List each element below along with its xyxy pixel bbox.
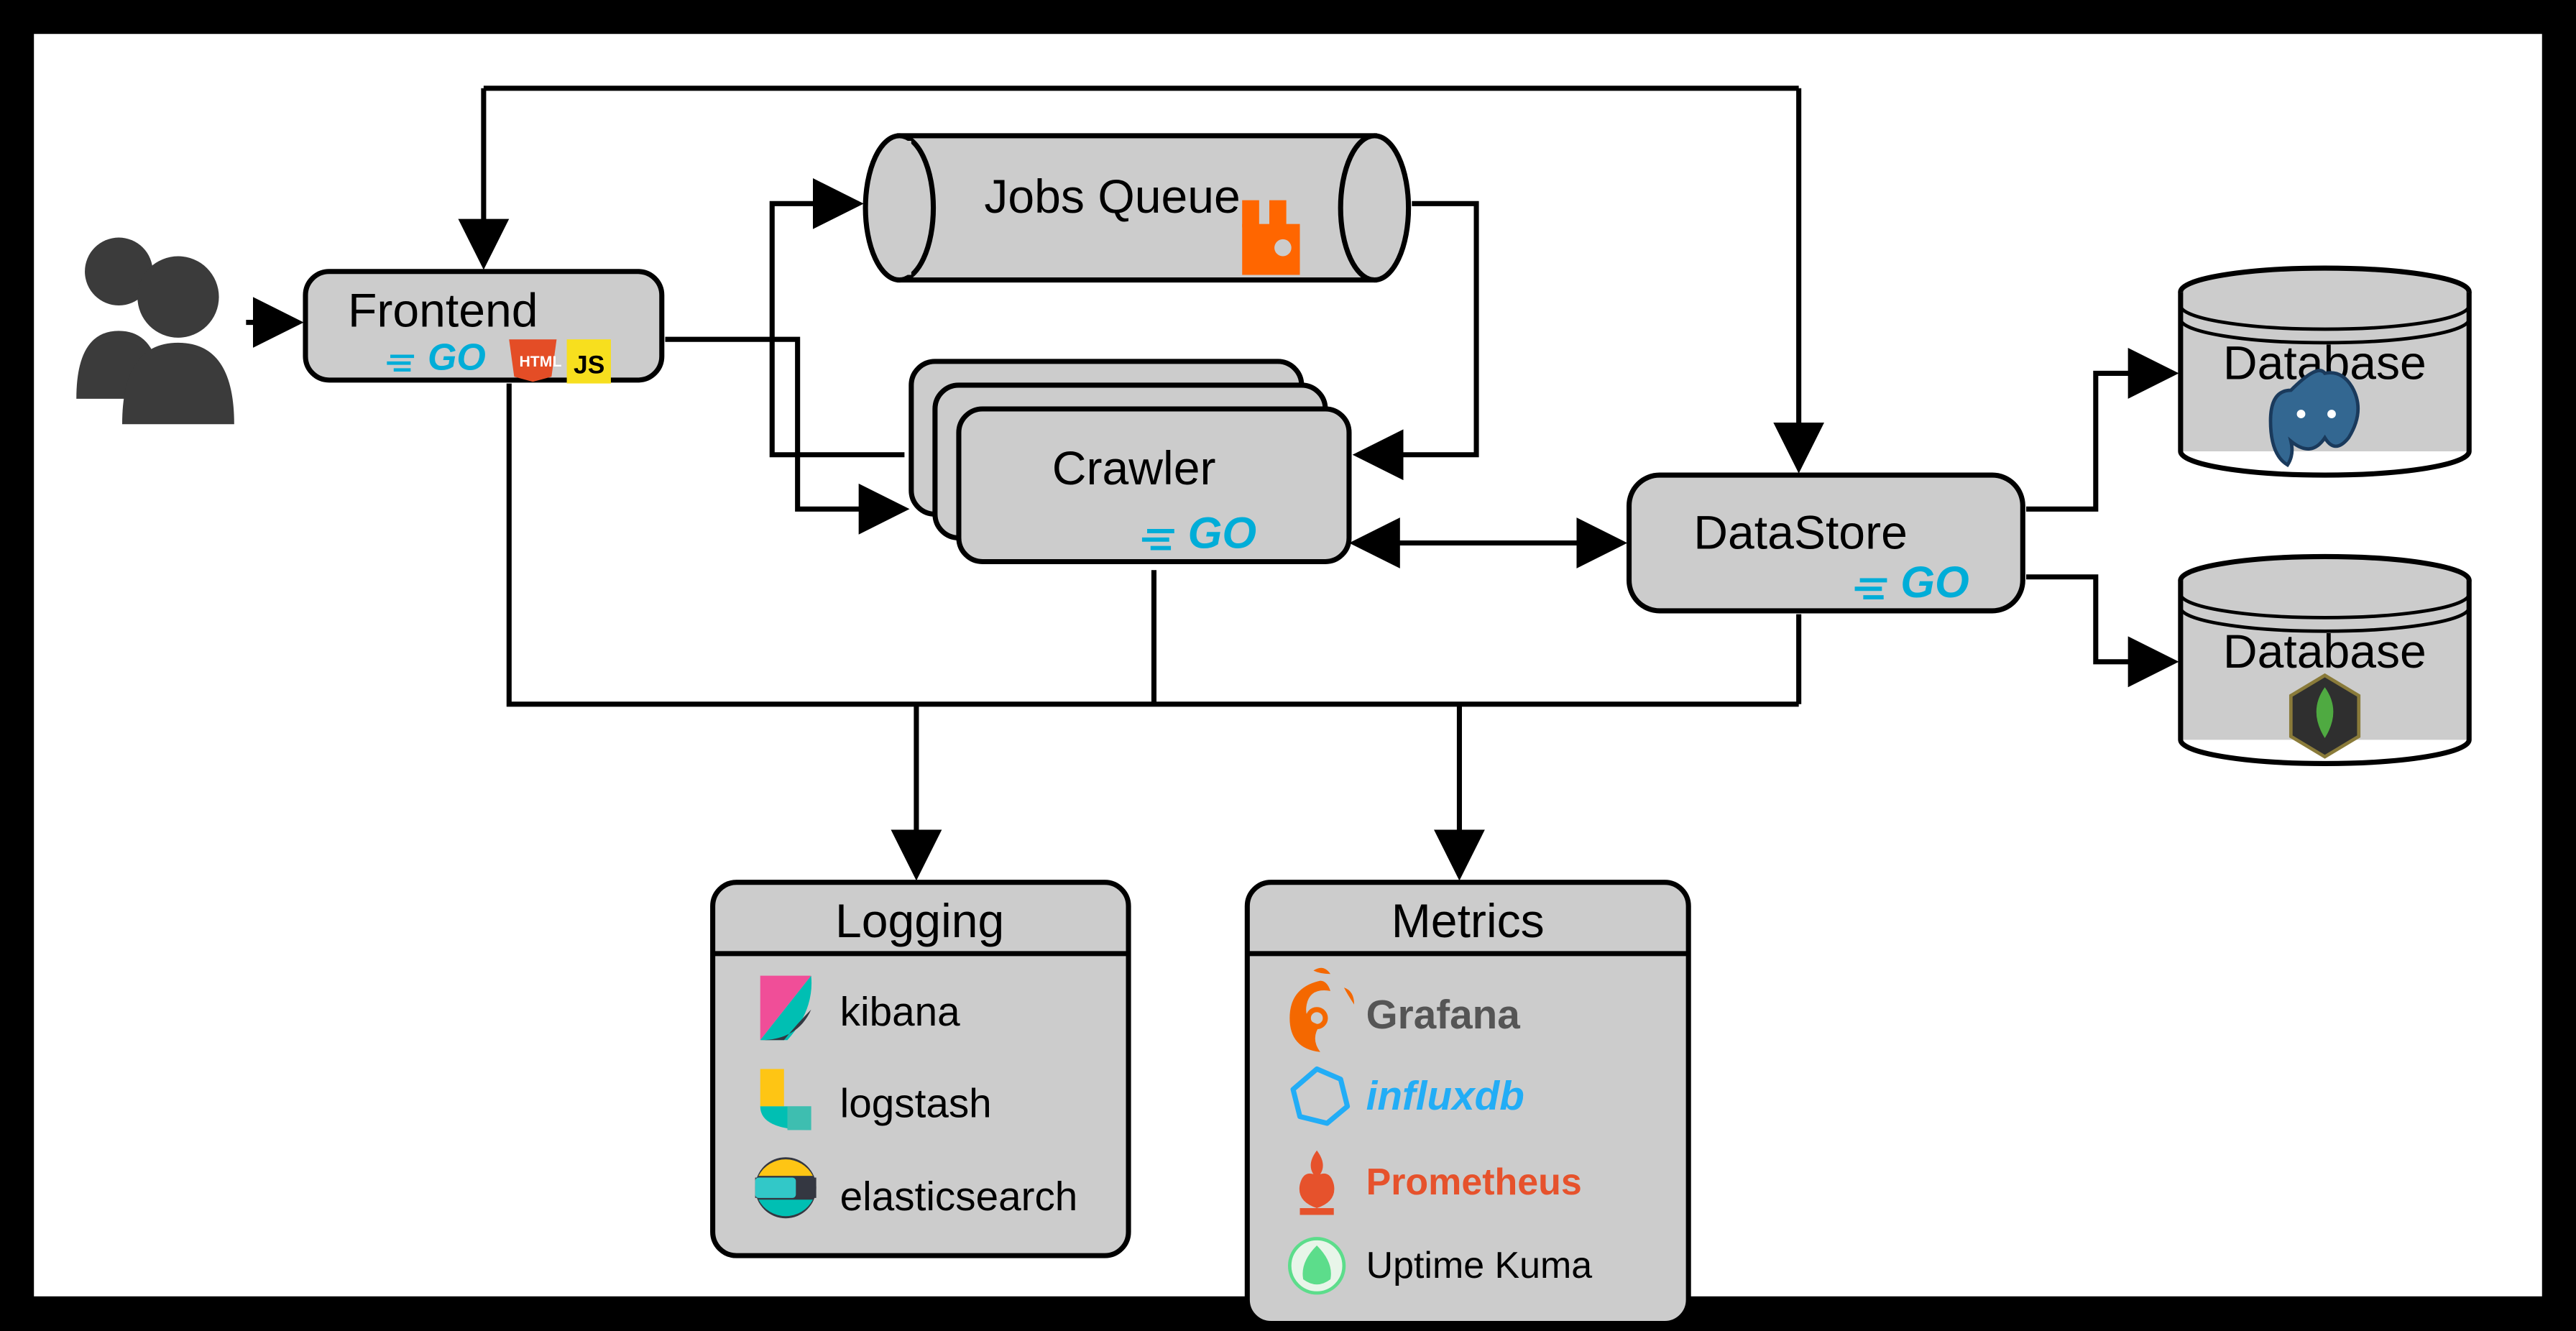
influx-label: influxdb [1366,1074,1524,1119]
elasticsearch-label: elasticsearch [840,1174,1078,1220]
metrics-title: Metrics [1392,895,1545,948]
db2-label: Database [2223,625,2426,678]
database-postgres-node: Database [2181,268,2469,475]
svg-text:JS: JS [574,350,604,379]
logging-title: Logging [835,895,1004,948]
metrics-panel: Metrics Grafana influxdb Prometheus Upti… [1247,883,1688,1324]
logstash-label: logstash [840,1081,992,1126]
frontend-node: Frontend GO HTML JS [305,272,662,384]
kibana-label: kibana [840,990,960,1035]
crawler-label: Crawler [1052,442,1216,495]
architecture-diagram: Frontend GO HTML JS Jobs Queue Crawler G… [0,0,2576,1330]
svg-text:GO: GO [1188,509,1256,558]
frontend-label: Frontend [348,284,538,337]
svg-text:HTML: HTML [519,353,561,370]
elasticsearch-icon [755,1157,816,1218]
prometheus-label: Prometheus [1366,1161,1582,1203]
kuma-label: Uptime Kuma [1366,1245,1593,1286]
svg-text:GO: GO [1900,558,1969,607]
logging-panel: Logging kibana logstash elasticsearch [713,883,1128,1256]
database-mongo-node: Database [2181,556,2469,763]
datastore-node: DataStore GO [1629,475,2023,611]
jobs-queue-node: Jobs Queue [865,136,1409,280]
queue-label: Jobs Queue [984,170,1240,224]
crawler-node: Crawler GO [911,361,1349,562]
svg-text:GO: GO [428,337,486,379]
uptime-kuma-icon [1289,1239,1344,1294]
js-icon: JS [567,339,611,383]
grafana-label: Grafana [1366,993,1521,1038]
datastore-label: DataStore [1693,507,1908,560]
